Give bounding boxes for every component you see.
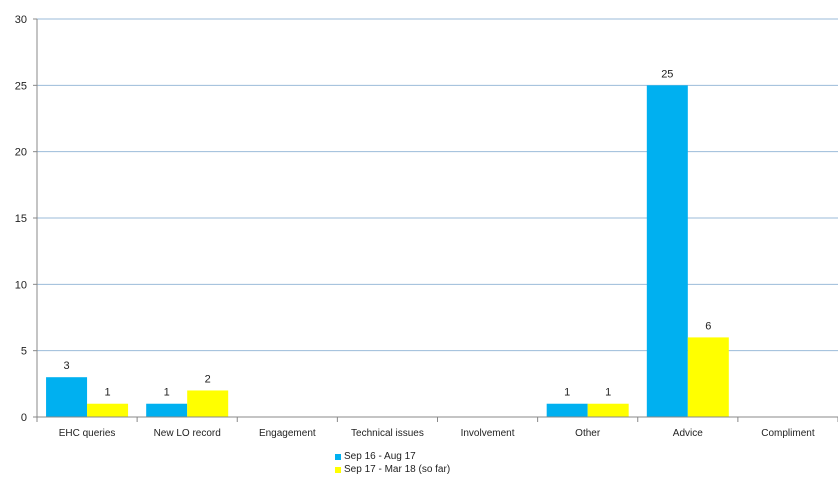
x-axis: EHC queries New LO record Engagement Techni… [36, 416, 838, 439]
x-tick-label: Technical issues [351, 428, 424, 439]
y-tick-label: 0 [21, 412, 27, 424]
bar-2 [587, 403, 629, 417]
legend-swatch-series-1 [335, 453, 341, 460]
data-label: 1 [164, 387, 170, 399]
x-tick-label: Compliment [761, 428, 815, 439]
x-tick-label: Engagement [259, 428, 316, 439]
y-tick-label: 15 [15, 213, 27, 225]
y-tick-label: 30 [15, 14, 27, 26]
y-tick-label: 20 [15, 147, 27, 159]
legend-item-series-2: Sep 17 - Mar 18 (so far) [335, 463, 450, 476]
data-label: 1 [605, 387, 611, 399]
data-label: 25 [661, 68, 673, 80]
bar-1 [646, 85, 688, 417]
bar-2 [687, 337, 729, 417]
y-axis: 0 5 10 15 20 25 30 [15, 14, 38, 424]
bar-1 [546, 403, 588, 417]
data-labels: 3 1 1 25 1 2 1 6 [64, 68, 712, 398]
legend-item-series-1: Sep 16 - Aug 17 [335, 450, 450, 463]
data-label: 1 [105, 387, 111, 399]
data-label: 6 [705, 320, 711, 332]
x-tick-label: New LO record [154, 428, 221, 439]
legend: Sep 16 - Aug 17 Sep 17 - Mar 18 (so far) [335, 450, 450, 476]
legend-swatch-series-2 [335, 466, 341, 473]
bar-2 [87, 403, 129, 417]
x-tick-label: EHC queries [59, 428, 116, 439]
data-label: 1 [564, 387, 570, 399]
x-tick-label: Advice [673, 428, 703, 439]
x-tick-label: Involvement [461, 428, 515, 439]
data-label: 3 [64, 360, 70, 372]
legend-label-series-2: Sep 17 - Mar 18 (so far) [344, 464, 451, 475]
gridlines [37, 18, 838, 352]
x-tick-label: Other [575, 428, 601, 439]
bars [46, 85, 729, 417]
bar-2 [187, 390, 229, 417]
y-tick-label: 10 [15, 279, 27, 291]
legend-label-series-1: Sep 16 - Aug 17 [344, 451, 416, 462]
bar-1 [146, 403, 188, 417]
y-tick-label: 5 [21, 346, 27, 358]
bar-1 [46, 377, 88, 417]
y-tick-label: 25 [15, 80, 27, 92]
data-label: 2 [205, 373, 211, 385]
